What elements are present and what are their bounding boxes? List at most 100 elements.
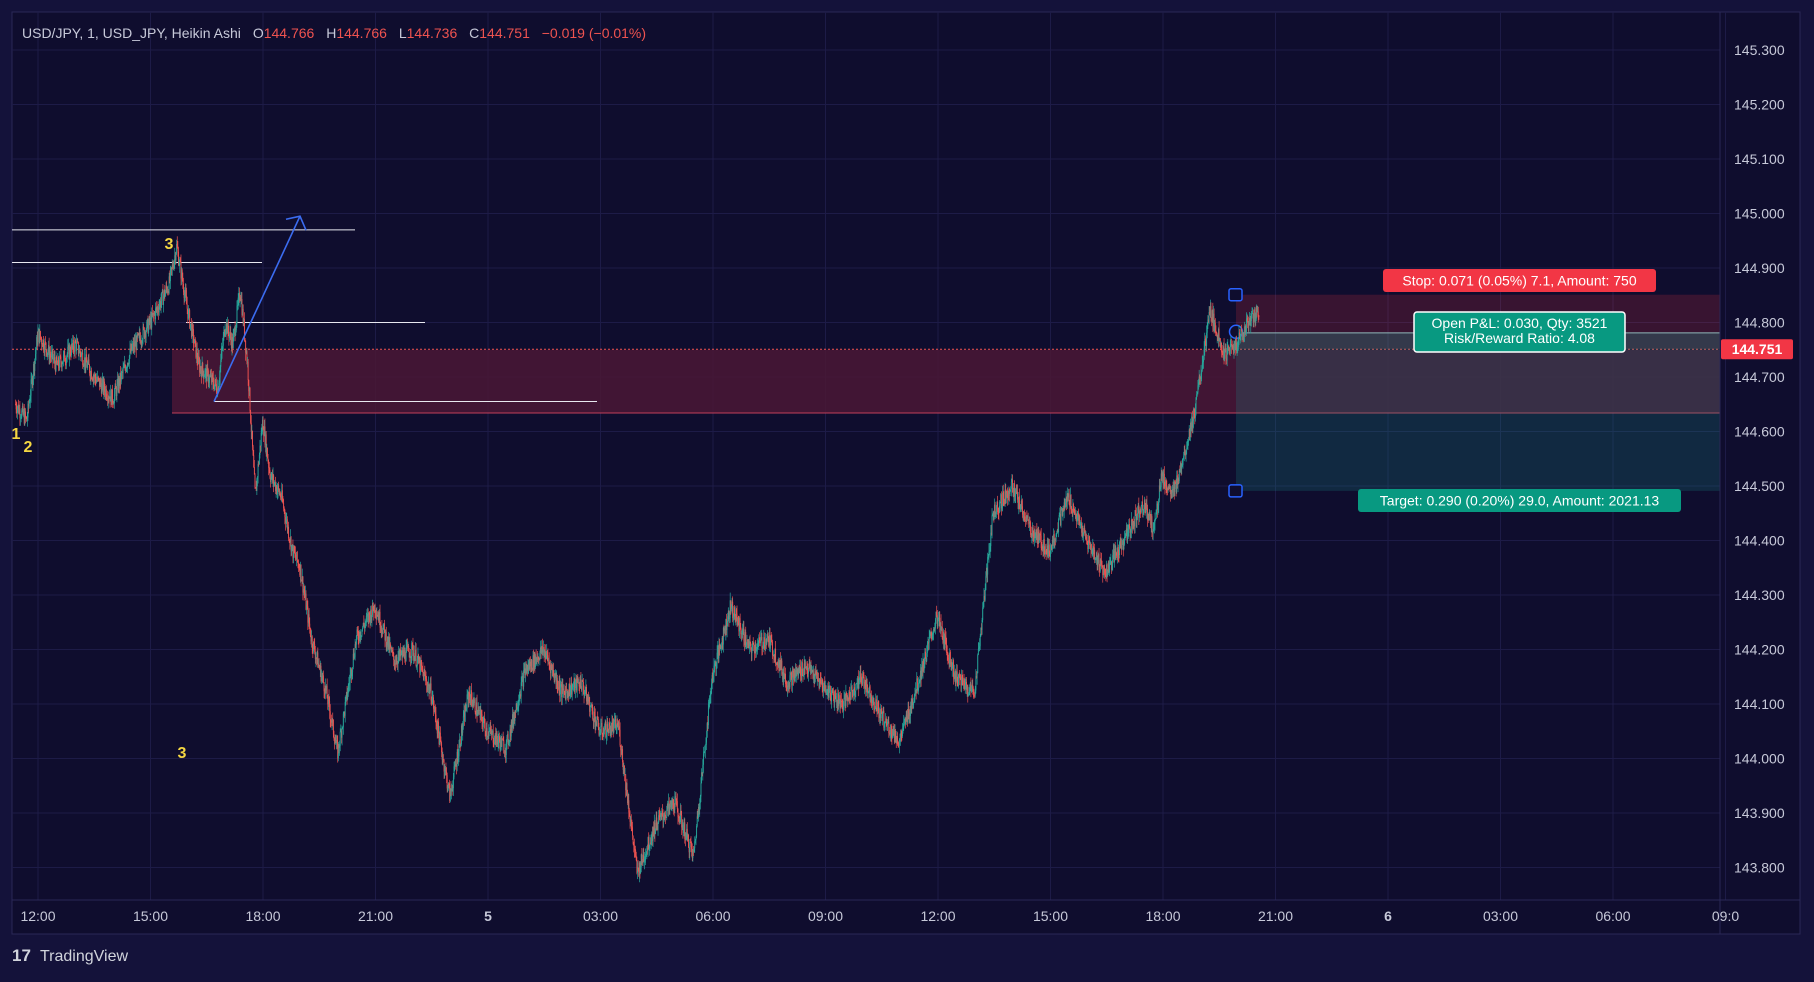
candle-body — [769, 634, 771, 646]
candle-body — [865, 678, 867, 693]
candle-body — [700, 783, 702, 797]
candle-body — [158, 306, 160, 313]
candle-body — [212, 374, 214, 378]
candle-body — [30, 379, 32, 396]
candle-body — [149, 317, 151, 324]
tradingview-logo[interactable]: 17 TradingView — [12, 946, 128, 965]
candle-body — [197, 359, 199, 364]
candle-body — [855, 683, 857, 691]
trend-arrow-line[interactable] — [213, 215, 301, 402]
candle-body — [49, 353, 51, 356]
candle-body — [1193, 408, 1195, 422]
target-handle[interactable] — [1228, 484, 1243, 498]
candle-body — [28, 402, 30, 407]
stop-label[interactable]: Stop: 0.071 (0.05%) 7.1, Amount: 750 — [1383, 269, 1656, 292]
candle-body — [298, 563, 299, 568]
candle-body — [235, 330, 237, 336]
candle-body — [276, 490, 278, 494]
candle-body — [282, 499, 284, 503]
candle-body — [842, 707, 844, 712]
candle-body — [1247, 322, 1249, 326]
stop-handle[interactable] — [1228, 287, 1243, 302]
candle-body — [435, 714, 437, 724]
candle-body — [976, 676, 977, 679]
candle-body — [972, 684, 974, 690]
candle-body — [718, 644, 720, 659]
candle-body — [807, 670, 809, 674]
candle-body — [1211, 317, 1213, 322]
candle-body — [707, 723, 709, 726]
candle-body — [561, 684, 563, 698]
candle-body — [413, 653, 415, 661]
candle-body — [637, 867, 638, 873]
candle-body — [834, 694, 836, 697]
candle-body — [418, 654, 420, 663]
candle-body — [26, 417, 28, 422]
candle-body — [79, 349, 81, 354]
candle-body — [174, 255, 176, 262]
candle-body — [1101, 560, 1102, 565]
candle-body — [199, 362, 201, 373]
candle-body — [422, 670, 424, 673]
target-label[interactable]: Target: 0.290 (0.20%) 29.0, Amount: 2021… — [1358, 489, 1681, 512]
position-tool[interactable]: Stop: 0.071 (0.05%) 7.1, Amount: 750 Open… — [1228, 269, 1720, 512]
candle-body — [151, 312, 153, 316]
candle-body — [857, 676, 859, 684]
candle-body — [745, 644, 747, 646]
time-axis[interactable]: 12:00 15:00 18:00 21:00 5 03:00 06:00 09:00 12:0… — [12, 899, 1800, 924]
candle-body — [252, 430, 253, 447]
candle-body — [931, 634, 933, 639]
candle-body — [342, 727, 344, 729]
candle-body — [411, 642, 413, 645]
candle-body — [322, 675, 324, 683]
candle-body — [508, 740, 510, 743]
candle-body — [457, 756, 459, 762]
candle-body — [165, 286, 167, 292]
candle-body — [240, 298, 242, 301]
current-price-badge[interactable]: 144.751 — [1721, 339, 1793, 360]
candle-body — [33, 363, 35, 372]
candle-body — [525, 668, 527, 676]
candle-body — [115, 388, 117, 396]
candle-body — [95, 378, 97, 383]
candle-body — [120, 372, 122, 382]
candle-body — [1088, 540, 1090, 542]
candle-body — [552, 670, 554, 671]
candle-body — [321, 675, 322, 682]
candle-body — [1152, 529, 1154, 534]
candle-body — [1126, 528, 1128, 541]
candle-body — [1157, 505, 1159, 510]
candle-body — [97, 376, 99, 379]
candle-body — [1030, 534, 1032, 536]
candle-body — [835, 696, 837, 701]
candle-body — [208, 381, 210, 383]
candle-body — [468, 692, 470, 701]
target-zone[interactable] — [1236, 349, 1720, 491]
chart-pane[interactable] — [11, 11, 1801, 935]
price-axis[interactable]: 145.300145.200145.100145.000144.900144.8… — [1719, 12, 1793, 934]
candle-body — [1009, 488, 1010, 494]
candle-body — [258, 454, 260, 465]
candle-body — [469, 696, 471, 704]
candle-body — [479, 710, 480, 711]
x-tick-label: 03:00 — [1483, 908, 1518, 924]
candle-body — [1150, 516, 1152, 525]
candle-body — [570, 682, 572, 692]
candle-body — [449, 784, 451, 801]
candle-body — [814, 671, 816, 677]
candle-body — [548, 660, 550, 664]
candle-body — [74, 341, 76, 353]
candle-body — [93, 376, 95, 378]
candle-body — [822, 687, 824, 691]
candle-body — [304, 593, 306, 597]
candle-body — [61, 363, 63, 368]
horizontal-levels[interactable] — [12, 229, 597, 403]
candle-body — [1249, 317, 1251, 326]
candle-body — [91, 378, 93, 380]
candle-body — [1235, 342, 1237, 349]
candle-body — [529, 661, 531, 670]
candle-body — [515, 710, 517, 713]
